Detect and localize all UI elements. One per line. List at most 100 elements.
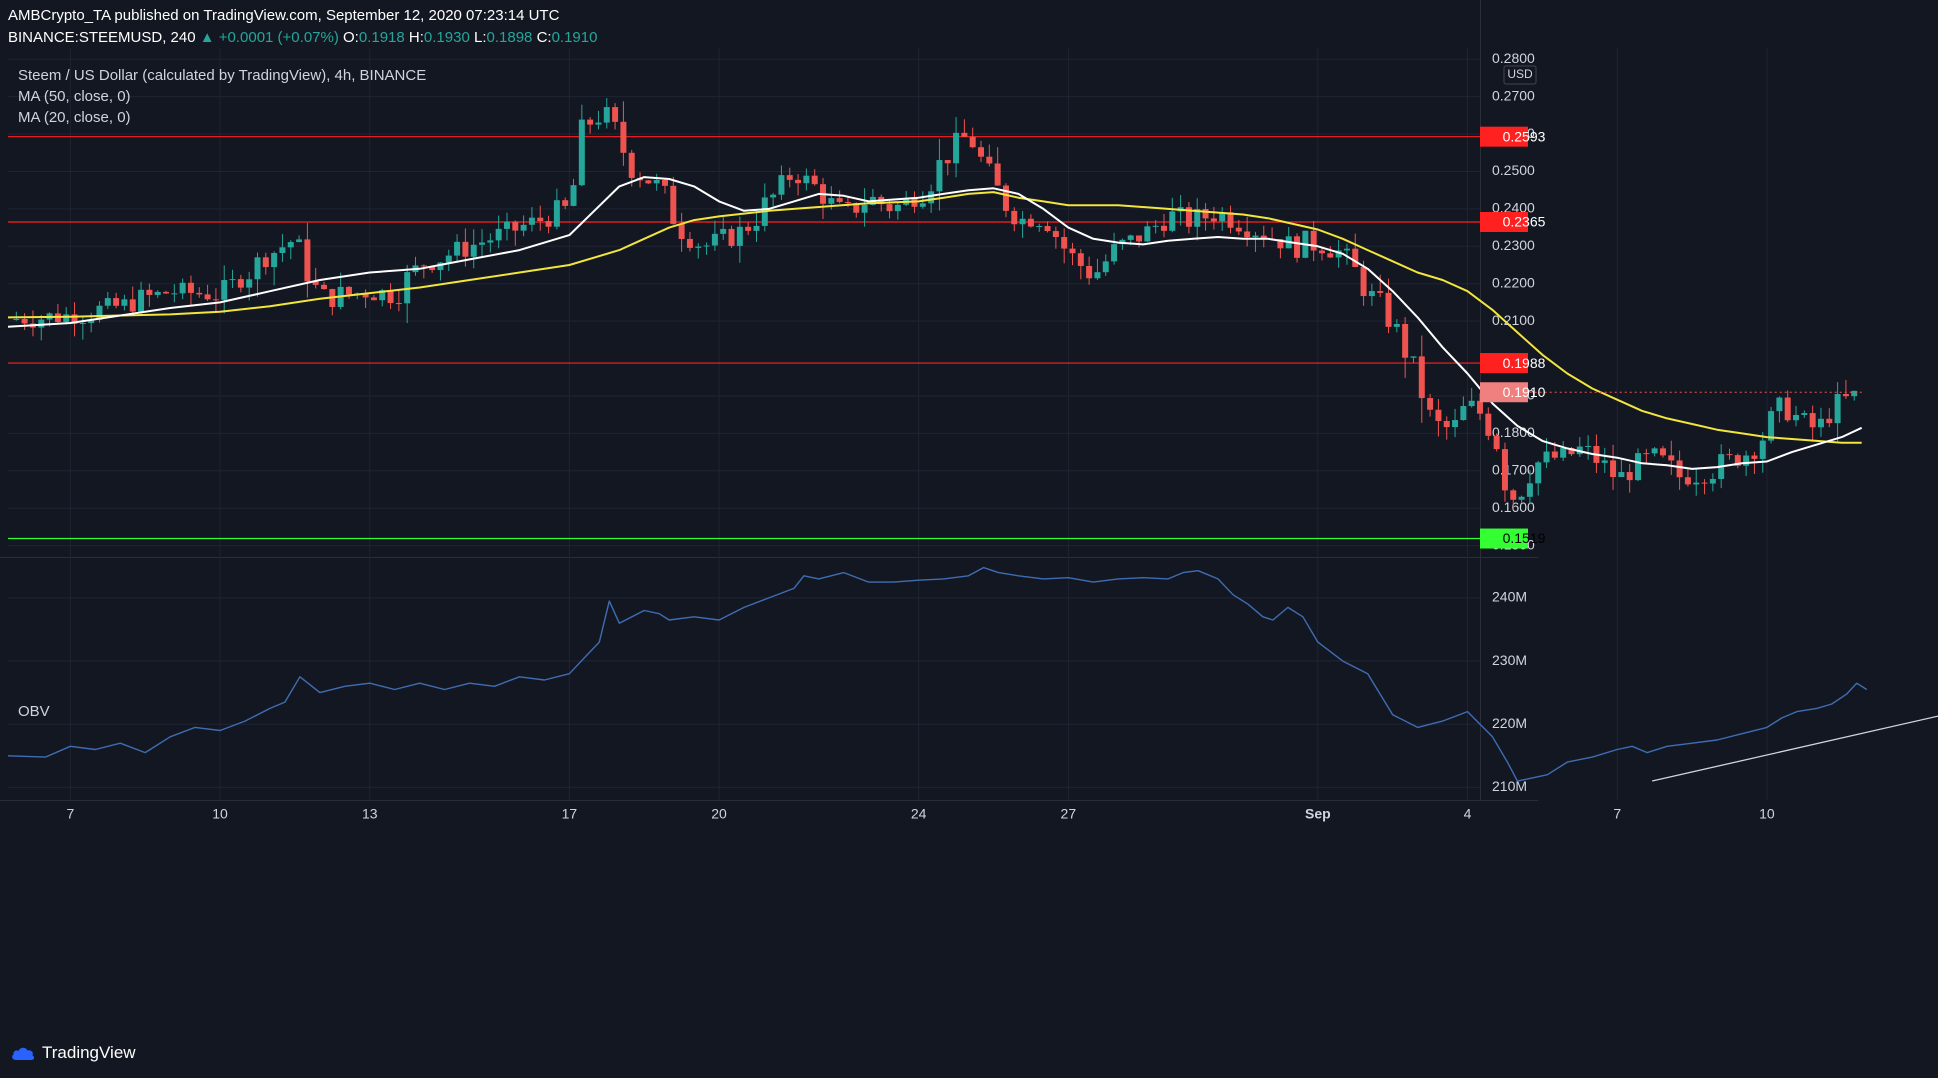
- candle-body[interactable]: [1793, 414, 1800, 421]
- candle-body[interactable]: [362, 293, 369, 298]
- candle-body[interactable]: [495, 228, 502, 241]
- candle-body[interactable]: [1393, 323, 1400, 327]
- candle-body[interactable]: [828, 198, 835, 204]
- candle-body[interactable]: [503, 221, 510, 229]
- candle-body[interactable]: [720, 228, 727, 234]
- candle-body[interactable]: [370, 297, 377, 301]
- candle-body[interactable]: [1368, 291, 1375, 297]
- candle-body[interactable]: [578, 119, 585, 186]
- candle-body[interactable]: [196, 292, 203, 295]
- candle-body[interactable]: [528, 217, 535, 225]
- candle-body[interactable]: [953, 132, 960, 164]
- candle-body[interactable]: [1244, 231, 1251, 238]
- candle-body[interactable]: [262, 257, 269, 268]
- candle-body[interactable]: [1011, 210, 1018, 225]
- candle-body[interactable]: [628, 152, 635, 178]
- candle-body[interactable]: [1709, 478, 1716, 484]
- candle-body[interactable]: [246, 279, 253, 288]
- candle-body[interactable]: [1277, 239, 1284, 249]
- candle-body[interactable]: [1851, 390, 1858, 397]
- candle-body[interactable]: [1160, 225, 1167, 231]
- candle-body[interactable]: [79, 322, 86, 324]
- candle-body[interactable]: [1734, 455, 1741, 466]
- candle-body[interactable]: [13, 318, 20, 320]
- candle-body[interactable]: [1701, 482, 1708, 484]
- tradingview-logo[interactable]: TradingView: [10, 1043, 136, 1063]
- candle-body[interactable]: [1086, 265, 1093, 279]
- candle-body[interactable]: [695, 246, 702, 248]
- candle-body[interactable]: [1194, 208, 1201, 227]
- candle-body[interactable]: [71, 314, 78, 324]
- candle-body[interactable]: [1069, 248, 1076, 254]
- candle-body[interactable]: [944, 160, 951, 164]
- candle-body[interactable]: [379, 290, 386, 301]
- candle-body[interactable]: [1185, 207, 1192, 227]
- candle-body[interactable]: [686, 238, 693, 248]
- ma50-legend[interactable]: MA (50, close, 0): [18, 88, 131, 105]
- candle-body[interactable]: [1768, 411, 1775, 441]
- candle-body[interactable]: [678, 223, 685, 239]
- candle-body[interactable]: [961, 132, 968, 137]
- candle-body[interactable]: [321, 284, 328, 290]
- candle-body[interactable]: [1618, 472, 1625, 477]
- obv-trendline[interactable]: [1652, 693, 1938, 782]
- candle-body[interactable]: [1518, 496, 1525, 500]
- candle-body[interactable]: [1659, 448, 1666, 456]
- candle-body[interactable]: [894, 204, 901, 212]
- candle-body[interactable]: [96, 305, 103, 320]
- candle-body[interactable]: [254, 257, 261, 280]
- candle-body[interactable]: [595, 122, 602, 125]
- candle-body[interactable]: [296, 239, 303, 243]
- candle-body[interactable]: [121, 299, 128, 306]
- candle-body[interactable]: [221, 280, 228, 300]
- candle-body[interactable]: [1635, 453, 1642, 481]
- candle-body[interactable]: [1427, 398, 1434, 410]
- candle-body[interactable]: [1027, 218, 1034, 227]
- candle-body[interactable]: [1127, 235, 1134, 240]
- candle-body[interactable]: [1759, 440, 1766, 459]
- candle-body[interactable]: [1743, 455, 1750, 466]
- candle-body[interactable]: [470, 244, 477, 257]
- candle-body[interactable]: [420, 265, 427, 267]
- candle-body[interactable]: [129, 299, 136, 312]
- candle-body[interactable]: [204, 294, 211, 300]
- candle-body[interactable]: [1210, 218, 1217, 222]
- candle-body[interactable]: [395, 303, 402, 305]
- candle-body[interactable]: [1052, 231, 1059, 238]
- candle-body[interactable]: [1343, 248, 1350, 251]
- candle-body[interactable]: [1402, 323, 1409, 358]
- candle-body[interactable]: [138, 289, 145, 312]
- candle-body[interactable]: [753, 225, 760, 231]
- candle-body[interactable]: [1452, 420, 1459, 428]
- candle-body[interactable]: [63, 314, 70, 322]
- candle-body[interactable]: [1227, 212, 1234, 228]
- candle-body[interactable]: [1668, 455, 1675, 461]
- candle-body[interactable]: [1435, 409, 1442, 421]
- candle-body[interactable]: [287, 242, 294, 248]
- candle-body[interactable]: [345, 286, 352, 295]
- currency-box[interactable]: [1503, 65, 1537, 85]
- candle-body[interactable]: [179, 282, 186, 294]
- candle-body[interactable]: [1002, 185, 1009, 211]
- candle-body[interactable]: [728, 228, 735, 246]
- candle-body[interactable]: [1252, 235, 1259, 238]
- candle-body[interactable]: [1784, 397, 1791, 421]
- candle-body[interactable]: [803, 175, 810, 184]
- candle-body[interactable]: [653, 179, 660, 184]
- candle-body[interactable]: [1094, 272, 1101, 279]
- candle-body[interactable]: [1693, 482, 1700, 485]
- candle-body[interactable]: [1019, 218, 1026, 225]
- candle-body[interactable]: [1044, 225, 1051, 232]
- candle-body[interactable]: [154, 291, 161, 295]
- candle-body[interactable]: [562, 200, 569, 206]
- candle-body[interactable]: [978, 147, 985, 157]
- candle-body[interactable]: [994, 163, 1001, 186]
- candle-body[interactable]: [1684, 477, 1691, 485]
- candle-body[interactable]: [570, 185, 577, 206]
- candle-body[interactable]: [479, 242, 486, 245]
- candle-body[interactable]: [1152, 225, 1159, 227]
- candle-body[interactable]: [171, 293, 178, 295]
- candle-body[interactable]: [1219, 212, 1226, 222]
- candle-body[interactable]: [778, 175, 785, 195]
- candle-body[interactable]: [928, 191, 935, 204]
